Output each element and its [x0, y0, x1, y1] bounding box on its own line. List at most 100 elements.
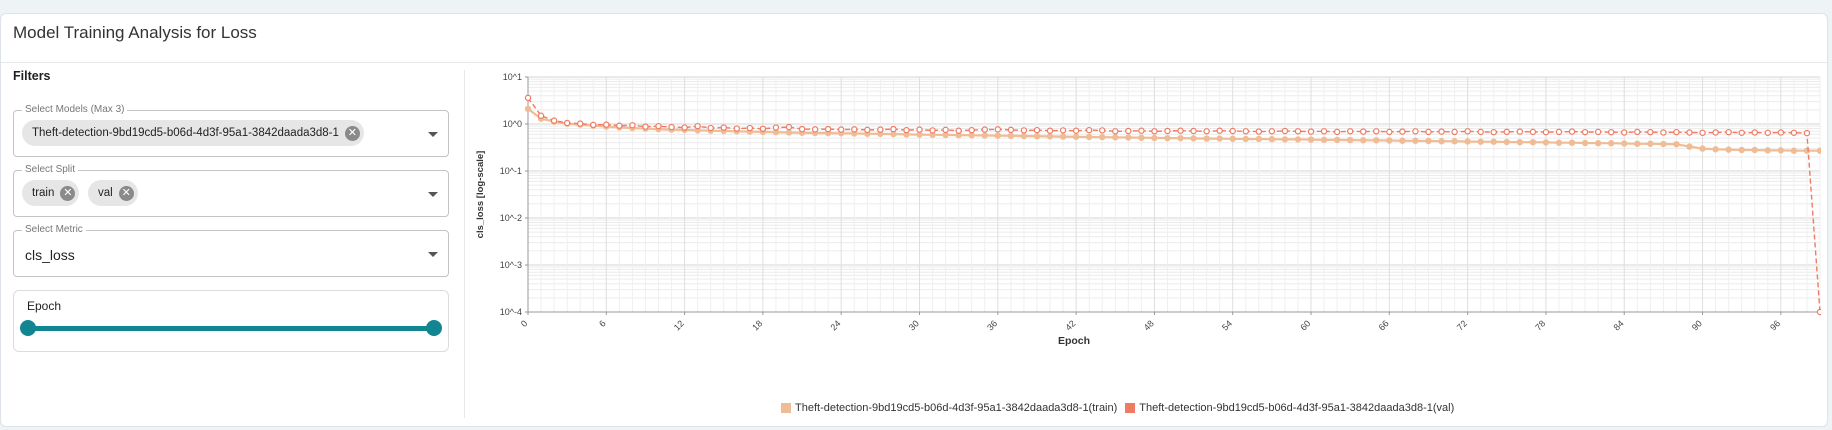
data-point [1386, 128, 1393, 136]
x-tick-label: 72 [1455, 318, 1469, 332]
data-point [1503, 138, 1510, 146]
data-point [1320, 136, 1328, 144]
data-point [1621, 140, 1628, 147]
data-point [1647, 128, 1654, 136]
data-point [563, 119, 571, 127]
data-point [1790, 147, 1798, 154]
data-point [1777, 147, 1785, 154]
split-chip-label: train [32, 187, 55, 199]
y-tick-label: 10^0 [503, 119, 522, 129]
data-point [772, 124, 780, 131]
data-point [1607, 140, 1615, 147]
data-point [968, 132, 975, 139]
data-point [1072, 127, 1080, 134]
data-point [1242, 128, 1249, 135]
data-point [1346, 136, 1354, 144]
data-point [1138, 127, 1145, 134]
select-metric-value: cls_loss [25, 247, 75, 263]
data-point [1099, 127, 1106, 134]
y-tick-label: 10^1 [503, 72, 522, 82]
data-point [733, 125, 741, 132]
data-point [785, 123, 793, 131]
legend-label-val: Theft-detection-9bd19cd5-b06d-4d3f-95a1-… [1139, 402, 1455, 414]
legend-item-train[interactable]: Theft-detection-9bd19cd5-b06d-4d3f-95a1-… [781, 402, 1117, 414]
epoch-slider-thumb-max[interactable] [426, 320, 442, 336]
chevron-down-icon[interactable] [428, 131, 438, 137]
data-point [1647, 140, 1654, 147]
data-point [1281, 127, 1289, 135]
data-point [1125, 134, 1132, 141]
data-point [1764, 147, 1771, 154]
data-point [1594, 128, 1602, 136]
data-point [1542, 128, 1550, 136]
split-chip-val[interactable]: val ✕ [88, 180, 138, 206]
data-point [1738, 146, 1745, 154]
data-point [577, 120, 584, 127]
data-point [1725, 128, 1732, 136]
epoch-slider-thumb-min[interactable] [20, 320, 36, 336]
data-point [1503, 128, 1510, 136]
data-point [968, 126, 975, 134]
x-tick-label: 96 [1768, 318, 1782, 332]
data-point [877, 126, 884, 133]
legend-item-val[interactable]: Theft-detection-9bd19cd5-b06d-4d3f-95a1-… [1125, 402, 1454, 414]
data-point [642, 123, 649, 130]
data-point [1125, 127, 1132, 135]
data-point [864, 126, 871, 134]
data-point [1660, 129, 1667, 136]
legend-swatch-val [1125, 403, 1136, 413]
data-point [1294, 128, 1302, 135]
x-tick-label: 12 [672, 318, 686, 332]
data-point [1007, 132, 1015, 140]
data-point [1020, 132, 1028, 140]
data-point [1568, 139, 1576, 146]
select-metric[interactable]: Select Metric cls_loss [13, 224, 449, 277]
data-point [1686, 129, 1693, 136]
page-title: Model Training Analysis for Loss [13, 23, 257, 42]
data-point [1007, 126, 1015, 134]
close-circle-icon[interactable]: ✕ [60, 185, 76, 201]
data-point [1177, 127, 1184, 134]
series-line-train [527, 108, 1820, 152]
data-point [1438, 138, 1445, 145]
data-point [1255, 135, 1263, 143]
close-circle-icon[interactable]: ✕ [344, 125, 360, 141]
close-circle-icon[interactable]: ✕ [118, 185, 134, 201]
data-point [1151, 128, 1158, 135]
chevron-down-icon[interactable] [428, 191, 438, 197]
data-point [550, 117, 558, 124]
data-point [1712, 146, 1719, 153]
epoch-slider-track[interactable] [28, 326, 434, 331]
data-point [1477, 128, 1484, 136]
split-chip-train[interactable]: train ✕ [22, 180, 80, 206]
chevron-down-icon[interactable] [428, 251, 438, 257]
data-point [707, 124, 714, 132]
x-tick-label: 24 [828, 318, 842, 332]
data-point [1529, 138, 1537, 146]
data-point [1360, 128, 1367, 135]
data-point [1216, 135, 1223, 142]
select-models[interactable]: Select Models (Max 3) Theft-detection-9b… [13, 104, 449, 157]
data-point [1516, 138, 1524, 146]
data-point [1699, 145, 1706, 152]
data-point [720, 124, 727, 131]
x-tick-label: 48 [1142, 318, 1156, 332]
data-point [1816, 147, 1821, 154]
data-point [1177, 134, 1184, 142]
data-point [1490, 128, 1497, 136]
data-point [537, 112, 545, 119]
data-point [524, 105, 532, 113]
data-point [1621, 129, 1628, 136]
data-point [1438, 128, 1445, 135]
x-tick-label: 6 [597, 318, 608, 329]
x-tick-label: 66 [1377, 318, 1391, 332]
data-point [1229, 135, 1236, 142]
data-point [1046, 127, 1054, 134]
data-point [1425, 128, 1432, 136]
data-point [798, 125, 806, 133]
data-point [1634, 128, 1641, 136]
data-point [1151, 134, 1158, 142]
data-point [890, 125, 897, 133]
model-chip[interactable]: Theft-detection-9bd19cd5-b06d-4d3f-95a1-… [22, 120, 364, 146]
select-split[interactable]: Select Split train ✕ val ✕ [13, 164, 449, 217]
